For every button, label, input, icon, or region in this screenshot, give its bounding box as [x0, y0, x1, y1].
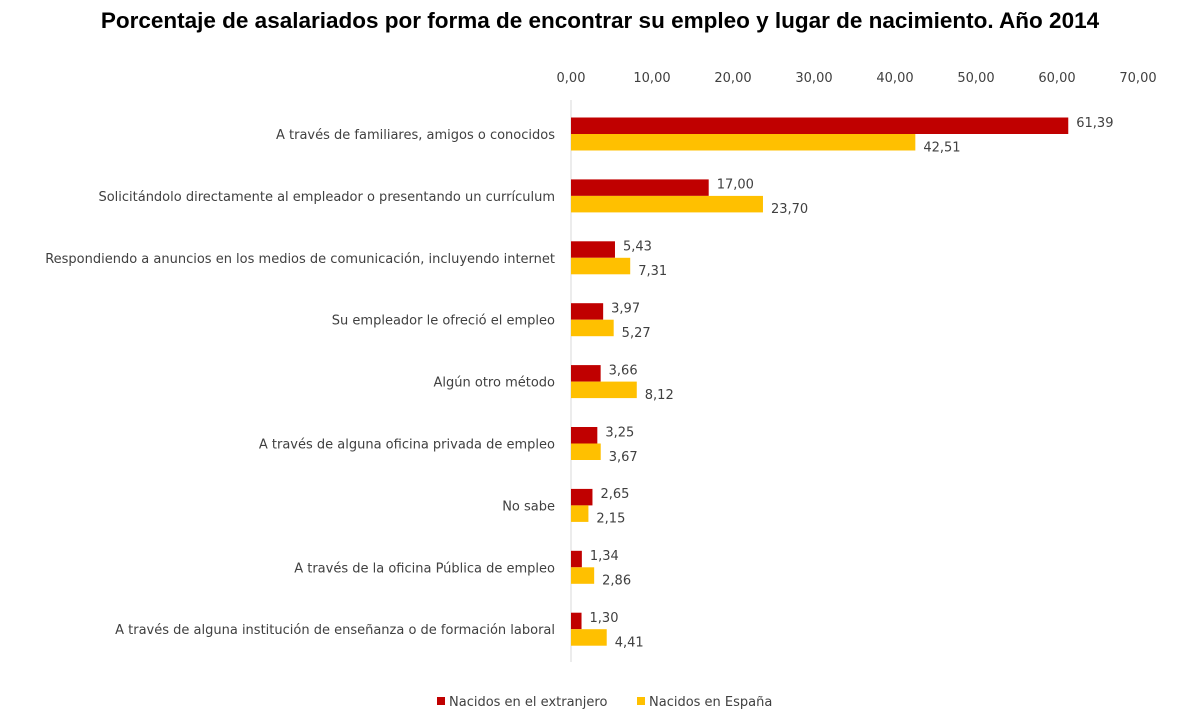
bar-extranjero: [571, 427, 598, 444]
x-tick-label: 60,00: [1038, 71, 1075, 86]
bar-extranjero: [571, 303, 604, 320]
legend-label: Nacidos en España: [649, 695, 772, 710]
bar-espana: [571, 505, 589, 522]
data-label: 2,86: [602, 574, 631, 589]
bar-extranjero: [571, 612, 582, 630]
category-label: A través de la oficina Pública de empleo: [294, 561, 555, 576]
bar-espana: [571, 567, 595, 584]
x-tick-label: 40,00: [876, 71, 913, 86]
bar-extranjero: [571, 365, 601, 382]
bar-extranjero: [571, 117, 1069, 134]
legend-swatch: [437, 697, 445, 705]
data-label: 4,41: [615, 635, 644, 650]
data-label: 3,67: [609, 450, 638, 465]
data-label: 42,51: [923, 140, 960, 155]
legend-swatch: [637, 697, 645, 705]
x-tick-label: 10,00: [633, 71, 670, 86]
bar-espana: [571, 257, 631, 275]
data-label: 2,15: [596, 512, 625, 527]
category-label: A través de alguna institución de enseña…: [115, 623, 555, 638]
bar-extranjero: [571, 179, 709, 196]
data-label: 2,65: [600, 487, 629, 502]
bar-espana: [571, 134, 916, 151]
category-label: Solicitándolo directamente al empleador …: [98, 190, 555, 205]
data-label: 3,25: [605, 425, 634, 440]
category-label: A través de alguna oficina privada de em…: [259, 438, 555, 453]
bar-espana: [571, 319, 614, 337]
category-label: Su empleador le ofreció el empleo: [332, 314, 555, 329]
x-tick-label: 70,00: [1119, 71, 1156, 86]
x-tick-label: 0,00: [557, 71, 586, 86]
category-label: Algún otro método: [434, 376, 556, 391]
data-label: 8,12: [645, 388, 674, 403]
data-label: 1,34: [590, 549, 619, 564]
data-label: 23,70: [771, 202, 808, 217]
x-tick-label: 20,00: [714, 71, 751, 86]
category-label: Respondiendo a anuncios en los medios de…: [45, 252, 555, 267]
legend-label: Nacidos en el extranjero: [449, 695, 607, 710]
bar-espana: [571, 195, 763, 213]
bar-espana: [571, 629, 607, 646]
bar-extranjero: [571, 241, 615, 258]
data-label: 61,39: [1076, 116, 1113, 131]
data-label: 7,31: [638, 264, 667, 279]
data-label: 5,43: [623, 240, 652, 255]
data-label: 17,00: [717, 178, 754, 193]
data-label: 3,97: [611, 301, 640, 316]
bar-extranjero: [571, 550, 582, 568]
bar-espana: [571, 443, 601, 460]
bar-extranjero: [571, 488, 593, 506]
data-label: 1,30: [590, 611, 619, 626]
x-tick-label: 30,00: [795, 71, 832, 86]
category-label: No sabe: [502, 499, 555, 514]
chart-title: Porcentaje de asalariados por forma de e…: [100, 8, 1100, 33]
x-tick-label: 50,00: [957, 71, 994, 86]
category-label: A través de familiares, amigos o conocid…: [276, 128, 555, 143]
data-label: 5,27: [622, 326, 651, 341]
data-label: 3,66: [609, 363, 638, 378]
bar-espana: [571, 381, 637, 399]
